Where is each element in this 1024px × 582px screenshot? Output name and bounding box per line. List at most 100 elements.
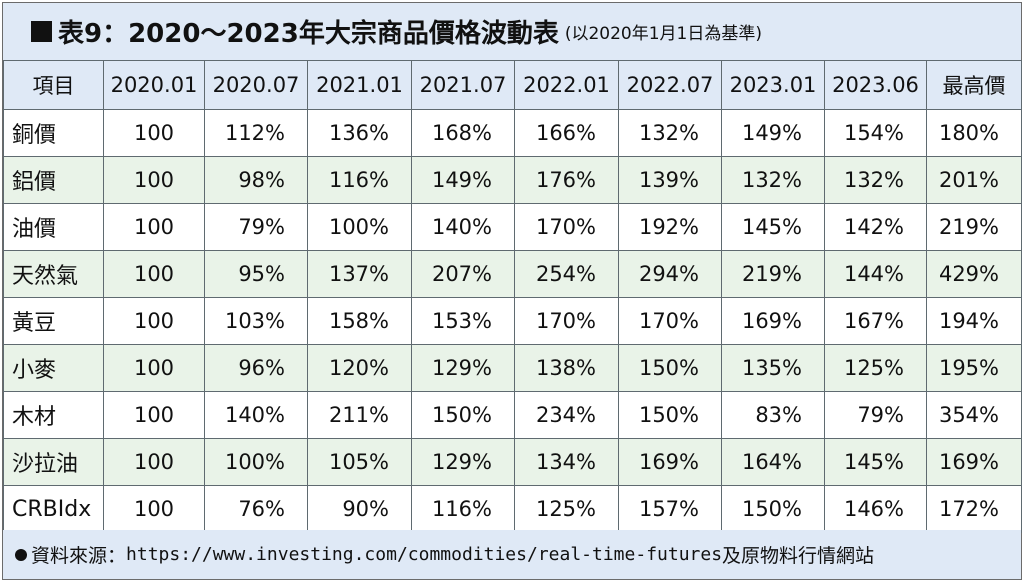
source-label: 資料來源： (31, 545, 127, 567)
table-cell: 125% (514, 485, 619, 533)
table-cell: 112% (204, 109, 308, 157)
table-row: 油價 100 79% 100% 140% 170% 192% 145% 142%… (3, 203, 1022, 251)
table-cell: 139% (618, 156, 722, 204)
source-footer: 資料來源： https://www.investing.com/commodit… (3, 530, 1021, 579)
table-cell: 180% (926, 109, 1022, 157)
table-cell: 169% (926, 438, 1022, 486)
table-cell: 207% (411, 250, 515, 298)
table-cell: 167% (824, 297, 927, 345)
table-cell: 129% (411, 438, 515, 486)
table-cell: 211% (307, 391, 412, 439)
source-url: https://www.investing.com/commodities/re… (126, 544, 723, 565)
row-label: 鋁價 (3, 156, 104, 204)
table-cell: 132% (618, 109, 722, 157)
table-cell: 164% (721, 438, 825, 486)
table-cell: 100 (103, 344, 205, 392)
table-cell: 132% (721, 156, 825, 204)
table-cell: 79% (824, 391, 927, 439)
column-header: 2021.01 (307, 60, 412, 110)
table-cell: 90% (307, 485, 412, 533)
table-cell: 168% (411, 109, 515, 157)
table-cell: 100% (204, 438, 308, 486)
table-cell: 146% (824, 485, 927, 533)
table-cell: 95% (204, 250, 308, 298)
table-row: 鋁價 100 98% 116% 149% 176% 139% 132% 132%… (3, 156, 1022, 204)
table-row: 小麥 100 96% 120% 129% 138% 150% 135% 125%… (3, 344, 1022, 392)
table-cell: 83% (721, 391, 825, 439)
table-cell: 76% (204, 485, 308, 533)
table-cell: 219% (926, 203, 1022, 251)
table-cell: 116% (411, 485, 515, 533)
table-cell: 137% (307, 250, 412, 298)
table-cell: 100 (103, 250, 205, 298)
table-cell: 201% (926, 156, 1022, 204)
table-cell: 234% (514, 391, 619, 439)
table-cell: 129% (411, 344, 515, 392)
table-cell: 170% (514, 203, 619, 251)
table-cell: 103% (204, 297, 308, 345)
table-cell: 79% (204, 203, 308, 251)
table-cell: 120% (307, 344, 412, 392)
table-cell: 105% (307, 438, 412, 486)
table-cell: 150% (721, 485, 825, 533)
table-cell: 100% (307, 203, 412, 251)
table-cell: 195% (926, 344, 1022, 392)
table-row: 黃豆 100 103% 158% 153% 170% 170% 169% 167… (3, 297, 1022, 345)
column-header: 最高價 (926, 60, 1022, 110)
table-cell: 254% (514, 250, 619, 298)
table-cell: 166% (514, 109, 619, 157)
source-suffix: 及原物料行情網站 (722, 545, 875, 567)
row-label: 黃豆 (3, 297, 104, 345)
row-label: 銅價 (3, 109, 104, 157)
table-cell: 125% (824, 344, 927, 392)
table-cell: 144% (824, 250, 927, 298)
table-cell: 140% (204, 391, 308, 439)
column-header: 2023.01 (721, 60, 825, 110)
table-cell: 429% (926, 250, 1022, 298)
row-label: 木材 (3, 391, 104, 439)
table-cell: 176% (514, 156, 619, 204)
table-cell: 135% (721, 344, 825, 392)
table-cell: 100 (103, 297, 205, 345)
table-cell: 354% (926, 391, 1022, 439)
table-cell: 219% (721, 250, 825, 298)
column-header: 2020.01 (103, 60, 205, 110)
table-cell: 132% (824, 156, 927, 204)
table-cell: 100 (103, 203, 205, 251)
table-cell: 154% (824, 109, 927, 157)
table-cell: 136% (307, 109, 412, 157)
column-header: 2021.07 (411, 60, 515, 110)
table-cell: 116% (307, 156, 412, 204)
column-header: 2022.01 (514, 60, 619, 110)
row-label: 天然氣 (3, 250, 104, 298)
table-cell: 145% (824, 438, 927, 486)
table-row: 沙拉油 100 100% 105% 129% 134% 169% 164% 14… (3, 438, 1022, 486)
column-header: 2023.06 (824, 60, 927, 110)
table-cell: 149% (411, 156, 515, 204)
header-row: 項目 2020.01 2020.07 2021.01 2021.07 2022.… (3, 60, 1022, 110)
column-header: 2022.07 (618, 60, 722, 110)
table-cell: 150% (411, 391, 515, 439)
table-cell: 100 (103, 156, 205, 204)
table-cell: 170% (618, 297, 722, 345)
commodity-price-table: 項目 2020.01 2020.07 2021.01 2021.07 2022.… (3, 60, 1022, 533)
table-cell: 100 (103, 485, 205, 533)
table-cell: 100 (103, 109, 205, 157)
table-title: 表9：2020～2023年大宗商品價格波動表 (58, 19, 559, 49)
table-cell: 170% (514, 297, 619, 345)
table-cell: 192% (618, 203, 722, 251)
table-subtitle: (以2020年1月1日為基準) (564, 24, 762, 44)
table-cell: 100 (103, 391, 205, 439)
table-row: 銅價 100 112% 136% 168% 166% 132% 149% 154… (3, 109, 1022, 157)
table-cell: 134% (514, 438, 619, 486)
table-cell: 142% (824, 203, 927, 251)
table-cell: 150% (618, 391, 722, 439)
row-label: 沙拉油 (3, 438, 104, 486)
square-bullet-icon (31, 21, 52, 42)
table-cell: 157% (618, 485, 722, 533)
column-header: 項目 (3, 60, 104, 110)
table-cell: 149% (721, 109, 825, 157)
table-cell: 96% (204, 344, 308, 392)
bullet-icon (15, 548, 27, 561)
